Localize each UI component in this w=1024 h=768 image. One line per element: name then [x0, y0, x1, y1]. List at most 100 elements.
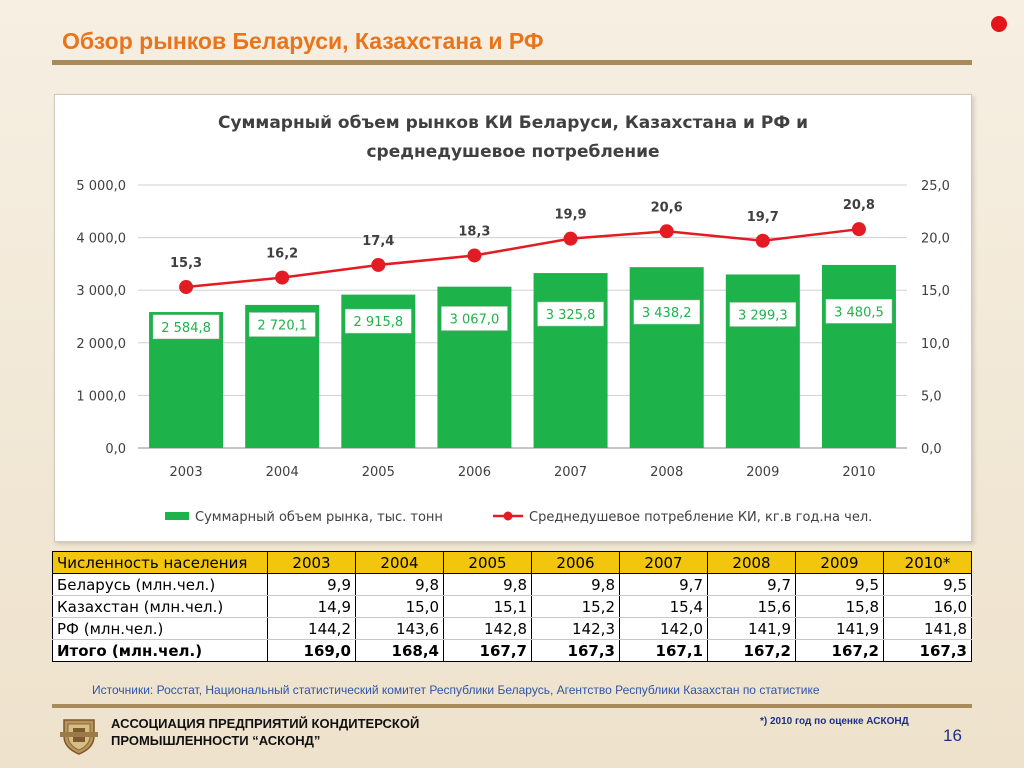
left-axis-tick-label: 3 000,0: [76, 284, 126, 299]
bar-label-box: [825, 299, 893, 324]
bar-value-label: 3 067,0: [450, 312, 500, 327]
bar-label-box: [345, 308, 412, 334]
table-cell: 9,5: [795, 573, 884, 596]
bar: [533, 273, 608, 448]
table-cell: 15,6: [707, 595, 796, 618]
table-cell: 9,5: [883, 573, 972, 596]
table-header-year: 2009: [795, 551, 884, 574]
chart-title-line2: среднедушевое потребление: [366, 142, 659, 162]
legend-label-bar: Суммарный объем рынка, тыс. тонн: [195, 510, 443, 525]
table-header-year: 2008: [707, 551, 796, 574]
page-title: Обзор рынков Беларуси, Казахстана и РФ: [62, 28, 544, 54]
table-cell: 167,2: [795, 639, 884, 662]
bar-value-label: 2 915,8: [354, 315, 404, 330]
x-tick-label: 2010: [842, 465, 875, 480]
table-cell: 142,8: [443, 617, 532, 640]
line-value-label: 15,3: [170, 256, 202, 271]
table-header-row: Численность населения 2003 2004 2005 2006 200…: [52, 551, 972, 574]
right-axis-tick-label: 10,0: [921, 337, 950, 352]
bar-value-label: 2 584,8: [161, 321, 211, 336]
table-row: РФ (млн.чел.) 144,2 143,6 142,8 142,3 142,0 14…: [52, 617, 972, 640]
x-tick-label: 2009: [746, 465, 779, 480]
table-total-row: Итого (млн.чел.) 169,0 168,4 167,7 167,3 167,…: [52, 639, 972, 662]
line-point: [755, 233, 770, 248]
row-label: Казахстан (млн.чел.): [52, 595, 268, 618]
bar-label-box: [152, 314, 220, 340]
bar-label-box: [633, 299, 700, 325]
bar-value-label: 3 299,3: [738, 308, 788, 323]
line-series: [185, 227, 860, 289]
sources-text: Источники: Росстат, Национальный статист…: [92, 683, 820, 697]
table-header-label: Численность населения: [52, 551, 268, 574]
bar-value-label: 3 325,8: [546, 308, 596, 323]
table-header-year: 2007: [619, 551, 708, 574]
legend-label-line: Среднедушевое потребление КИ, кг.в год.н…: [529, 510, 872, 525]
table-cell: 142,0: [619, 617, 708, 640]
table-cell: 16,0: [883, 595, 972, 618]
estimate-note: *) 2010 год по оценке АСКОНД: [760, 716, 909, 727]
table-cell: 142,3: [531, 617, 620, 640]
table-cell: 15,1: [443, 595, 532, 618]
bar-label-box: [441, 306, 508, 331]
table-cell: 15,8: [795, 595, 884, 618]
line-value-label: 16,2: [266, 247, 298, 262]
bar-value-label: 2 720,1: [257, 319, 307, 334]
line-point: [659, 224, 674, 239]
line-value-label: 20,8: [843, 198, 875, 213]
table-cell: 143,6: [355, 617, 444, 640]
table-cell: 9,9: [267, 573, 356, 596]
chart-panel: Суммарный объем рынков КИ Беларуси, Каза…: [54, 94, 972, 542]
askond-logo: [60, 719, 98, 755]
legend-swatch-marker: [503, 511, 513, 521]
left-axis-tick-label: 4 000,0: [76, 232, 126, 247]
table-cell: 167,7: [443, 639, 532, 662]
table-cell: 9,8: [531, 573, 620, 596]
x-tick-label: 2004: [266, 465, 299, 480]
table-cell: 168,4: [355, 639, 444, 662]
line-point: [275, 270, 290, 285]
bar-value-label: 3 438,2: [642, 306, 692, 321]
table-cell: 144,2: [267, 617, 356, 640]
table-cell: 141,9: [795, 617, 884, 640]
left-axis-tick-label: 5 000,0: [76, 179, 126, 194]
left-axis-tick-label: 2 000,0: [76, 337, 126, 352]
line-value-label: 18,3: [458, 224, 490, 239]
bar-value-label: 3 480,5: [834, 305, 884, 320]
row-label: РФ (млн.чел.): [52, 617, 268, 640]
table-cell: 9,7: [707, 573, 796, 596]
bar-label-box: [729, 302, 797, 327]
accent-dot: [991, 16, 1007, 32]
table-cell: 167,1: [619, 639, 708, 662]
table-row: Беларусь (млн.чел.) 9,9 9,8 9,8 9,8 9,7 9,7 9,5…: [52, 573, 972, 596]
line-point: [179, 280, 194, 295]
right-axis-tick-label: 20,0: [921, 232, 950, 247]
right-axis-tick-label: 25,0: [921, 179, 950, 194]
table-cell: 167,3: [883, 639, 972, 662]
line-value-label: 19,7: [747, 210, 779, 225]
line-value-label: 20,6: [651, 200, 683, 215]
table-cell: 141,8: [883, 617, 972, 640]
table-header-year: 2010*: [883, 551, 972, 574]
bar-label-box: [537, 301, 604, 327]
table-cell: 14,9: [267, 595, 356, 618]
table-row: Казахстан (млн.чел.) 14,9 15,0 15,1 15,2 15,4…: [52, 595, 972, 618]
chart-title-line1: Суммарный объем рынков КИ Беларуси, Каза…: [218, 113, 808, 133]
table-cell: 15,0: [355, 595, 444, 618]
table-cell: 167,3: [531, 639, 620, 662]
table-header-year: 2005: [443, 551, 532, 574]
line-point: [563, 231, 578, 246]
page-number: 16: [943, 726, 962, 745]
table-cell: 15,2: [531, 595, 620, 618]
line-point: [467, 248, 482, 263]
table-cell: 169,0: [267, 639, 356, 662]
table-cell: 9,7: [619, 573, 708, 596]
table-header-year: 2004: [355, 551, 444, 574]
organization-name-line2: ПРОМЫШЛЕННОСТИ “АСКОНД”: [111, 733, 321, 748]
line-point: [371, 257, 386, 272]
x-tick-label: 2005: [362, 465, 395, 480]
left-axis-tick-label: 1 000,0: [76, 389, 126, 404]
right-axis-tick-label: 15,0: [921, 284, 950, 299]
table-header-year: 2006: [531, 551, 620, 574]
organization-name-line1: АССОЦИАЦИЯ ПРЕДПРИЯТИЙ КОНДИТЕРСКОЙ: [111, 716, 420, 731]
row-label: Итого (млн.чел.): [52, 639, 268, 662]
